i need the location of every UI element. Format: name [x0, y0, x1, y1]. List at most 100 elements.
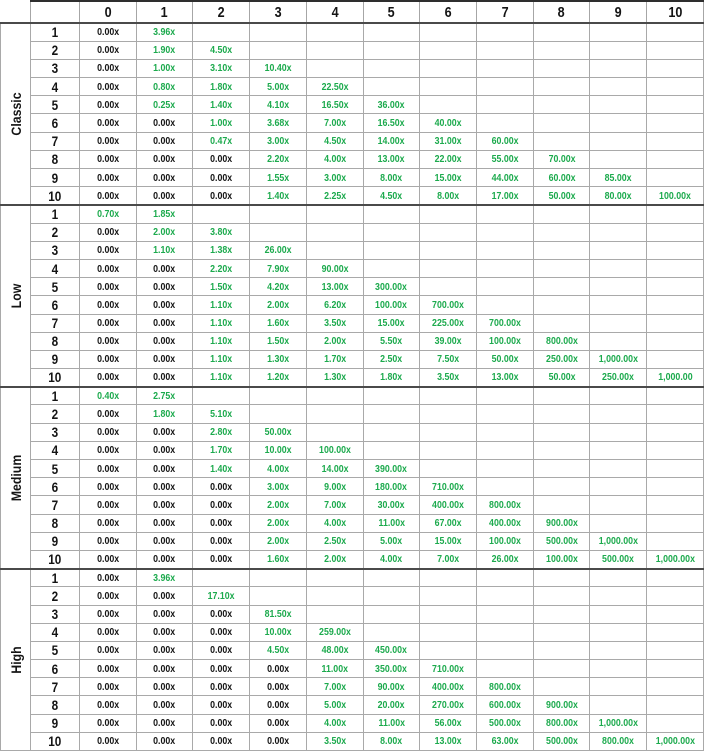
- payout-cell: 0.00x: [79, 477, 137, 497]
- payout-cell: 1.60x: [249, 313, 307, 333]
- payout-cell: [419, 203, 478, 224]
- payout-cell: [532, 440, 591, 461]
- payout-cell: 60.00x: [532, 167, 591, 188]
- payout-cell: 0.00x: [79, 295, 137, 315]
- payout-cell: 0.00x: [135, 513, 194, 533]
- payout-cell: 3.00x: [249, 477, 307, 497]
- payout-cell: [476, 222, 534, 242]
- payout-cell: 1.50x: [249, 331, 307, 351]
- payout-cell: [192, 385, 251, 406]
- table-row: 7 0.00x 0.00x 0.00x 0.00x 7.00x 90.00x 400.00x 8…: [1, 677, 704, 697]
- payout-cell: 3.50x: [419, 368, 478, 388]
- section-label-medium: Medium: [0, 385, 31, 570]
- payout-cell: 0.00x: [192, 659, 251, 679]
- payout-cell: [476, 404, 534, 424]
- payout-cell: 7.00x: [305, 677, 364, 697]
- payout-cell: 250.00x: [589, 368, 648, 388]
- payout-cell: [532, 659, 591, 679]
- payout-cell: 1.00x: [135, 58, 194, 79]
- payout-cell: 0.00x: [135, 149, 194, 170]
- row-number: 5: [30, 640, 80, 661]
- payout-cell: 1.80x: [362, 368, 421, 388]
- payout-cell: 13.00x: [305, 277, 364, 297]
- row-number: 4: [30, 258, 80, 279]
- table-row: 7 0.00x 0.00x 0.47x 3.00x 4.50x 14.00x 31.00x 60…: [1, 131, 704, 151]
- payout-cell: [419, 586, 478, 606]
- column-header-8: 8: [532, 0, 591, 24]
- payout-cell: 0.00x: [135, 277, 194, 297]
- payout-cell: [532, 477, 591, 497]
- payout-cell: [589, 640, 648, 661]
- payout-cell: 0.00x: [192, 731, 251, 751]
- row-number: 6: [30, 477, 80, 497]
- payout-cell: 26.00x: [476, 549, 534, 570]
- row-number: 5: [30, 95, 80, 115]
- payout-cell: [589, 295, 648, 315]
- payout-cell: 16.50x: [305, 95, 364, 115]
- payout-cell: [476, 622, 534, 642]
- payout-cell: 0.00x: [135, 331, 194, 351]
- payout-cell: [362, 422, 421, 442]
- payout-cell: 90.00x: [305, 258, 364, 279]
- payout-cell: 100.00x: [362, 295, 421, 315]
- payout-cell: 10.00x: [249, 440, 307, 461]
- table-row: 6 0.00x 0.00x 0.00x 0.00x 11.00x 350.00x 710.00…: [1, 659, 704, 679]
- payout-cell: 270.00x: [419, 695, 478, 715]
- payout-cell: 50.00x: [476, 349, 534, 370]
- payout-cell: [589, 58, 648, 79]
- payout-cell: 13.00x: [362, 149, 421, 170]
- payout-cell: 1.85x: [135, 203, 194, 224]
- payout-cell: 7.00x: [305, 113, 364, 133]
- payout-cell: [646, 277, 704, 297]
- payout-cell: 0.00x: [135, 695, 194, 715]
- table-row: 10 0.00x 0.00x 0.00x 0.00x 3.50x 8.00x 13.00x 63…: [1, 731, 704, 751]
- payout-cell: [646, 95, 704, 115]
- payout-cell: [476, 586, 534, 606]
- payout-cell: [476, 567, 534, 588]
- payout-cell: 0.00x: [79, 586, 137, 606]
- payout-cell: [532, 677, 591, 697]
- payout-cell: 0.00x: [135, 731, 194, 751]
- table-row: 8 0.00x 0.00x 1.10x 1.50x 2.00x 5.50x 39.00x 100…: [1, 331, 704, 351]
- payout-cell: [646, 604, 704, 624]
- column-header-3: 3: [249, 0, 307, 24]
- payout-cell: 11.00x: [362, 513, 421, 533]
- payout-cell: 3.68x: [249, 113, 307, 133]
- payout-cell: 3.50x: [305, 731, 364, 751]
- payout-cell: 0.00x: [79, 440, 137, 461]
- payout-cell: 0.00x: [135, 604, 194, 624]
- column-header-1: 1: [135, 0, 194, 24]
- table-row: 3 0.00x 1.10x 1.38x 26.00x: [1, 240, 704, 260]
- payout-cell: 3.96x: [135, 567, 194, 588]
- payout-cell: [476, 95, 534, 115]
- payout-cell: [532, 604, 591, 624]
- payout-cell: 0.00x: [192, 167, 251, 188]
- payout-cell: 100.00x: [476, 331, 534, 351]
- row-number: 1: [30, 203, 80, 224]
- payout-cell: 1.50x: [192, 277, 251, 297]
- payout-cell: 0.00x: [135, 295, 194, 315]
- row-number: 7: [30, 131, 80, 151]
- payout-cell: [646, 458, 704, 479]
- payout-cell: 500.00x: [532, 731, 591, 751]
- payout-cell: 13.00x: [476, 368, 534, 388]
- payout-cell: 50.00x: [532, 368, 591, 388]
- payout-cell: 710.00x: [419, 659, 478, 679]
- payout-cell: 0.00x: [79, 331, 137, 351]
- payout-cell: 0.00x: [135, 495, 194, 515]
- payout-cell: [532, 58, 591, 79]
- payout-cell: 100.00x: [646, 186, 704, 206]
- payout-cell: [419, 277, 478, 297]
- payout-cell: [646, 258, 704, 279]
- payout-cell: 1.20x: [249, 368, 307, 388]
- payout-cell: 20.00x: [362, 695, 421, 715]
- row-number: 1: [30, 385, 80, 406]
- header-row: 0 1 2 3 4 5 6 7 8 9 10: [1, 0, 704, 24]
- payout-cell: 0.00x: [135, 368, 194, 388]
- payout-cell: 1.10x: [192, 349, 251, 370]
- payout-cell: [646, 695, 704, 715]
- payout-cell: 14.00x: [362, 131, 421, 151]
- payout-cell: 55.00x: [476, 149, 534, 170]
- table-row: 5 0.00x 0.25x 1.40x 4.10x 16.50x 36.00x: [1, 95, 704, 115]
- payout-cell: 90.00x: [362, 677, 421, 697]
